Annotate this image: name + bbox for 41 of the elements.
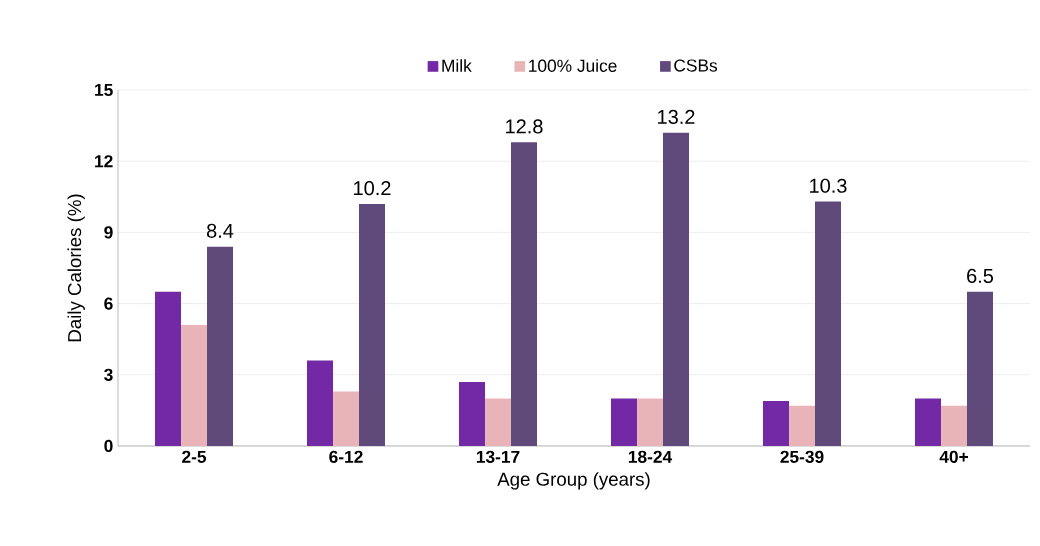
data-label: 12.8 <box>506 119 543 134</box>
x-tick-label: 13-17 <box>476 450 520 463</box>
bar <box>663 132 689 446</box>
bar <box>181 324 208 446</box>
data-label: 8.4 <box>206 223 234 238</box>
y-tick-label: 12 <box>95 155 113 168</box>
x-axis-title: Age Group (years) <box>497 472 650 490</box>
legend-label: Milk <box>442 59 472 72</box>
legend-label: CSBs <box>674 59 718 72</box>
y-tick-label: 6 <box>104 297 113 310</box>
y-tick-label: 15 <box>95 83 113 97</box>
bar <box>307 360 334 446</box>
bar <box>207 246 234 446</box>
bar <box>333 391 359 446</box>
bar <box>815 201 841 446</box>
legend-label: 100% Juice <box>529 59 617 72</box>
bar <box>485 398 512 446</box>
bar <box>915 398 941 446</box>
y-tick-label: 9 <box>104 226 113 239</box>
bar <box>967 291 993 446</box>
y-axis-title: Daily Calories (%) <box>67 194 85 342</box>
bar <box>941 405 967 446</box>
x-tick-label: 2-5 <box>182 450 207 463</box>
x-tick-label: 40+ <box>939 450 968 463</box>
data-label: 10.2 <box>354 181 391 196</box>
data-label: 10.3 <box>810 178 847 193</box>
bar <box>637 398 663 446</box>
bar <box>155 291 182 446</box>
data-label: 13.2 <box>658 109 695 124</box>
bar <box>459 381 485 446</box>
bar <box>611 398 637 446</box>
bar <box>359 203 386 446</box>
x-tick-label: 25-39 <box>780 450 824 463</box>
data-label: 6.5 <box>967 268 994 283</box>
x-tick-label: 6-12 <box>329 450 363 463</box>
bar <box>763 400 789 446</box>
y-tick-label: 0 <box>104 439 113 453</box>
bar <box>789 405 815 446</box>
bar <box>511 142 537 446</box>
x-tick-label: 18-24 <box>628 450 673 463</box>
y-tick-label: 3 <box>104 368 113 381</box>
